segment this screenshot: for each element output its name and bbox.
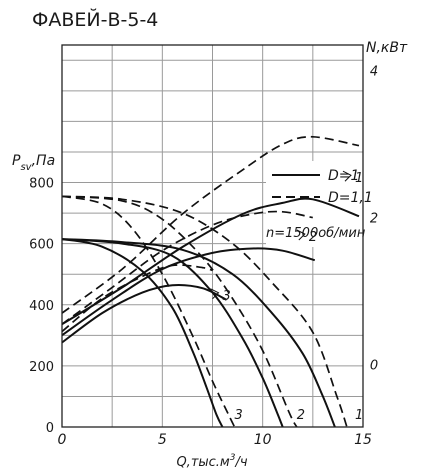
y-right-tick-label: 2 <box>370 212 378 227</box>
x-axis-label-sup: 3 <box>230 453 236 463</box>
y-left-tick-label: 0 <box>46 421 54 436</box>
power-curve-label: 2 <box>309 230 317 245</box>
pressure-curve-1-solid <box>61 238 336 428</box>
x-axis-label-tail: /ч <box>234 455 247 470</box>
pressure-curve-label: 3 <box>235 408 243 423</box>
pressure-curve-2-solid <box>61 238 284 428</box>
y-left-tick-label: 200 <box>29 360 54 375</box>
x-tick-label: 15 <box>354 432 372 448</box>
y-left-axis-label-sub: sv <box>20 162 32 173</box>
pressure-curve-label: 1 <box>355 408 363 423</box>
x-tick-label: 0 <box>58 432 67 448</box>
power-curve-label: 3 <box>223 289 231 304</box>
chart-curves <box>61 135 360 428</box>
y-left-axis-label: Psv,Па <box>12 153 55 173</box>
power-curve-leader <box>210 288 220 300</box>
x-tick-label: 10 <box>254 432 272 448</box>
y-right-tick-label: 0 <box>370 359 378 374</box>
y-left-tick-label: 800 <box>29 177 54 192</box>
x-tick-label: 5 <box>158 432 167 448</box>
power-curve-1-dashed <box>61 135 360 314</box>
power-curve-leader <box>296 229 306 241</box>
y-right-tick-label: 4 <box>370 65 378 80</box>
legend-label: D=1 <box>328 168 359 184</box>
power-curve-3-solid <box>61 284 227 344</box>
chart-curve-labels: 3 2 1 3 2 1 <box>210 170 363 423</box>
y-left-axis-label-main: P <box>12 153 21 169</box>
pressure-curve-3-dashed <box>61 195 236 428</box>
pressure-curve-2-dashed <box>61 195 298 428</box>
power-curve-2-solid <box>61 247 316 337</box>
chart-axes: 0 5 10 150200400600800024Q,тыс.м3/чPsv,ПаN,… <box>12 40 408 470</box>
x-axis-label-main: Q,тыс.м <box>176 455 229 470</box>
power-curve-leader <box>342 170 352 182</box>
power-curve-1-solid <box>61 197 360 326</box>
y-left-axis-label-tail: ,Па <box>32 153 56 169</box>
pressure-curve-label: 2 <box>297 408 305 423</box>
pressure-curve-3-solid <box>61 238 224 428</box>
y-left-tick-label: 600 <box>29 238 54 253</box>
chart-title: ФАВЕЙ-В-5-4 <box>32 8 158 31</box>
legend-speed-note: n=1500об/мин <box>266 226 366 241</box>
plot-frame <box>61 44 364 428</box>
y-right-axis-label: N,кВт <box>366 40 408 56</box>
power-curve-label: 1 <box>355 171 363 186</box>
pressure-curve-1-dashed <box>61 195 348 428</box>
legend-label: D=1,1 <box>328 190 373 206</box>
power-curve-2-dashed <box>61 210 313 325</box>
chart-legend: D=1 D=1,1 n=1500об/мин <box>266 161 373 247</box>
power-curve-3-dashed <box>61 264 213 333</box>
x-axis-label: Q,тыс.м3/ч <box>176 453 247 470</box>
y-left-tick-label: 400 <box>29 299 54 314</box>
